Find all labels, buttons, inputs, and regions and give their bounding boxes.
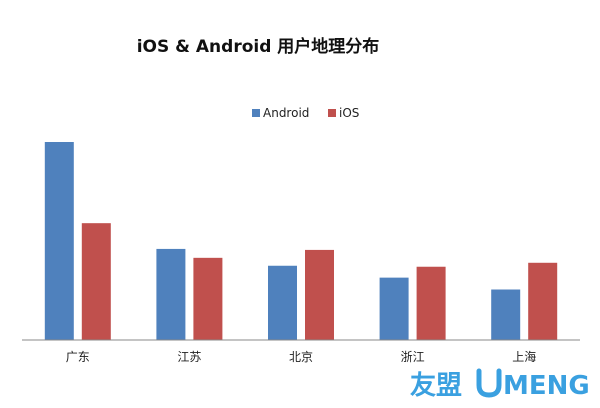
x-tick-label: 浙江 — [401, 350, 425, 364]
bar-ios-1 — [193, 257, 223, 340]
chart-title: iOS & Android 用户地理分布 — [137, 36, 380, 57]
bar-ios-4 — [528, 262, 558, 340]
legend: Android iOS — [252, 106, 359, 120]
legend-label-ios: iOS — [339, 106, 359, 120]
x-tick-label: 上海 — [512, 349, 536, 364]
x-tick-label: 广东 — [66, 350, 90, 364]
umeng-watermark: 友盟 MENG — [410, 368, 590, 401]
bar-android-1 — [156, 248, 186, 340]
umeng-u-icon — [476, 368, 502, 398]
bar-android-0 — [44, 142, 74, 340]
bar-ios-3 — [416, 266, 446, 340]
legend-swatch-android — [252, 109, 260, 117]
watermark-brand-en: MENG — [503, 371, 590, 401]
watermark-brand-cn: 友盟 — [410, 371, 462, 401]
bar-android-4 — [491, 289, 521, 340]
bar-android-3 — [379, 277, 409, 340]
bar-android-2 — [268, 265, 297, 340]
x-tick-labels: 广东 江苏 北京 浙江 上海 — [66, 349, 536, 364]
bar-ios-0 — [81, 223, 111, 340]
bars — [44, 142, 558, 340]
legend-label-android: Android — [263, 106, 309, 120]
x-tick-label: 江苏 — [177, 350, 201, 364]
bar-ios-2 — [305, 249, 334, 340]
x-tick-label: 北京 — [289, 350, 313, 364]
legend-swatch-ios — [328, 109, 336, 117]
